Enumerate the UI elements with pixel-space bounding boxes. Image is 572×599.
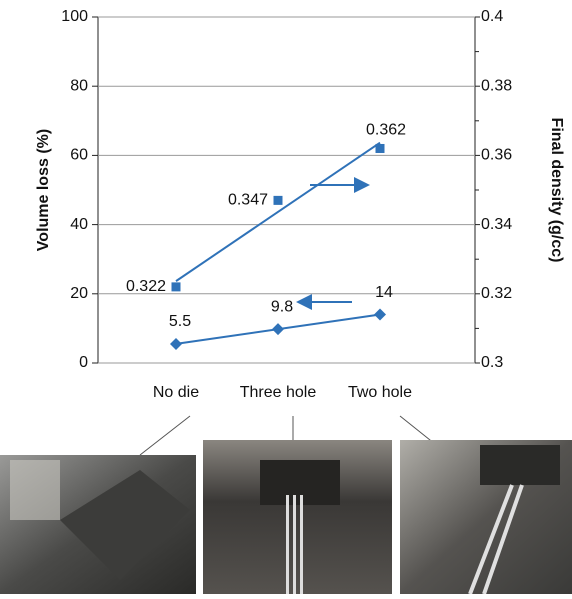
y-tick-label: 80: [70, 77, 88, 94]
trend-line: [176, 143, 380, 281]
marker: [274, 196, 283, 205]
y2-axis-label: Final density (g/cc): [548, 118, 565, 263]
data-label: 0.347: [228, 192, 268, 209]
y2-tick-label: 0.32: [481, 285, 512, 302]
marker: [376, 144, 385, 153]
x-tick-label: No die: [153, 384, 199, 401]
y2-tick-label: 0.38: [481, 77, 512, 94]
x-tick-label: Two hole: [348, 384, 412, 401]
photo: [400, 440, 572, 594]
data-label: 0.322: [126, 278, 166, 295]
y2-tick-label: 0.4: [481, 8, 503, 25]
y-tick-label: 20: [70, 285, 88, 302]
y-tick-label: 100: [61, 8, 88, 25]
data-label: 0.362: [366, 122, 406, 139]
marker: [272, 323, 284, 335]
photo: [0, 455, 196, 594]
y-tick-label: 40: [70, 216, 88, 233]
figure: Volume loss (%) Final density (g/cc) 0 20…: [0, 0, 572, 594]
data-label: 5.5: [169, 313, 191, 330]
y-tick-label: 60: [70, 147, 88, 164]
x-tick-label: Three hole: [240, 384, 317, 401]
marker: [172, 282, 181, 291]
data-label: 9.8: [271, 298, 293, 315]
y-tick-label: 0: [79, 354, 88, 371]
y2-tick-label: 0.36: [481, 147, 512, 164]
callout: [140, 416, 190, 455]
y2-tick-label: 0.3: [481, 354, 503, 371]
photo: [203, 440, 392, 594]
y-axis-label: Volume loss (%): [35, 129, 52, 251]
data-label: 14: [375, 284, 393, 301]
marker: [170, 338, 182, 350]
marker: [374, 309, 386, 321]
y2-tick-label: 0.34: [481, 216, 512, 233]
